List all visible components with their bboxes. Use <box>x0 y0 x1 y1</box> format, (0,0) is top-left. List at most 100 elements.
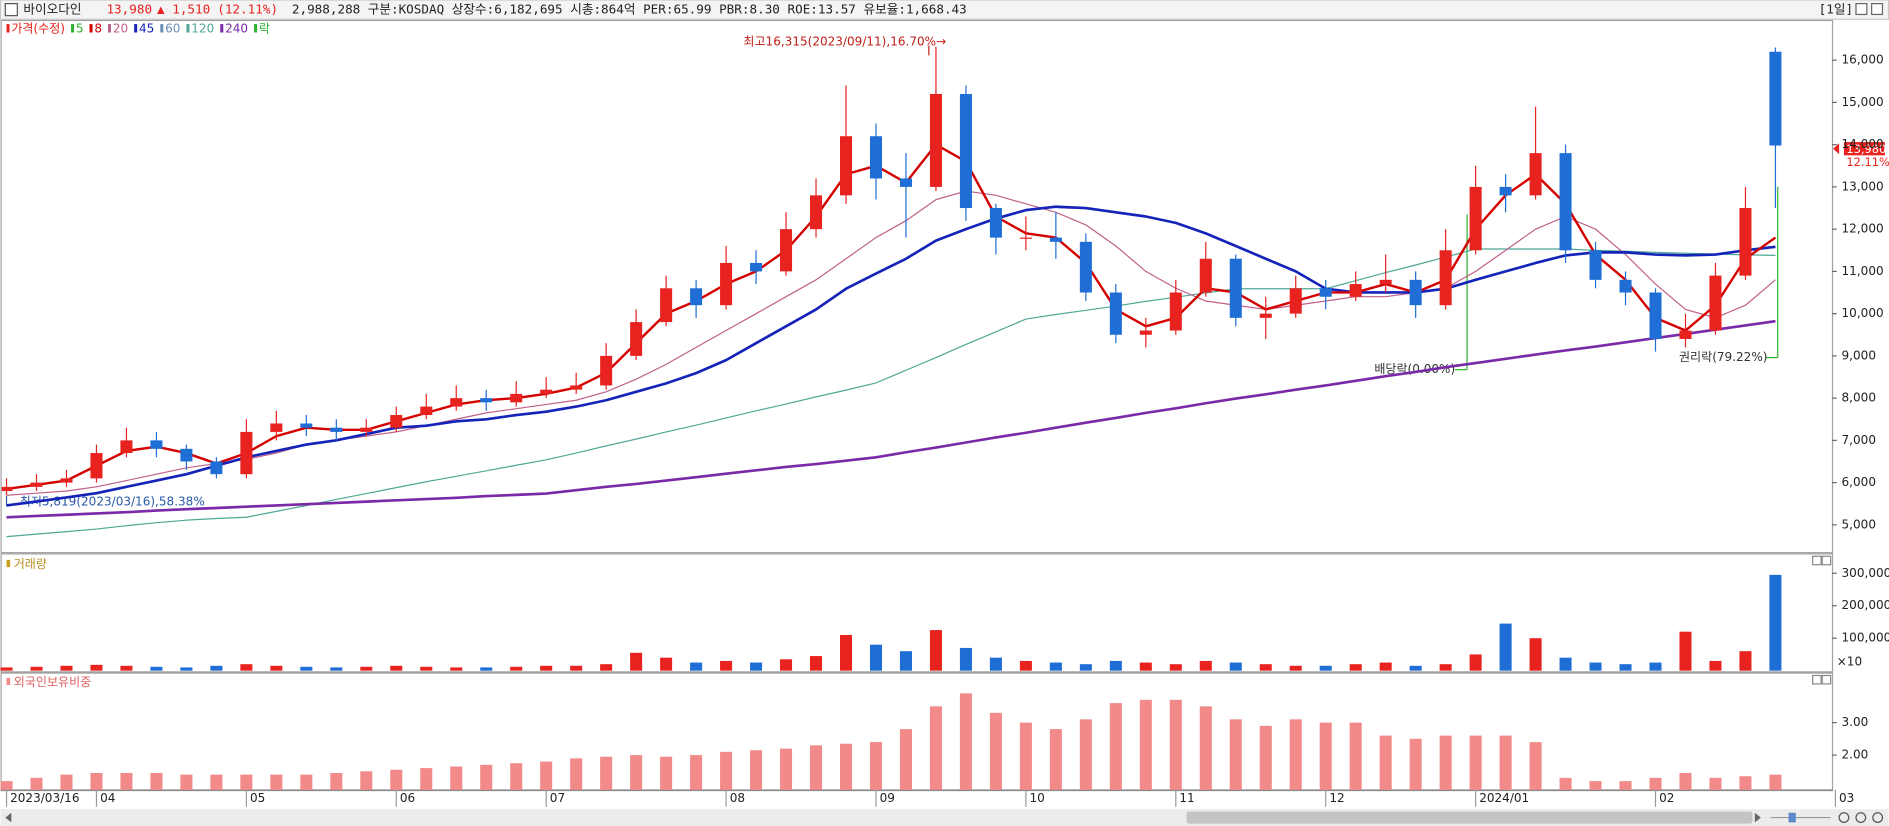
legend-label: 락 <box>259 21 270 35</box>
legend-label: 20 <box>113 21 128 35</box>
candle-body <box>570 385 583 390</box>
close-button[interactable] <box>1871 3 1884 16</box>
pane-button[interactable] <box>1821 555 1832 566</box>
y-tick-label: 10,000 <box>1842 306 1884 320</box>
bar <box>899 729 912 790</box>
bar <box>1259 725 1272 790</box>
x-tick-label: 2023/03/16 <box>10 791 79 805</box>
bar <box>959 647 972 671</box>
price: 13,980 <box>106 2 152 17</box>
bar <box>1589 781 1602 790</box>
zoom-in[interactable] <box>1855 812 1867 823</box>
candle-body <box>1049 237 1062 242</box>
bar <box>929 630 942 671</box>
x-tick-label: 08 <box>730 791 745 805</box>
bar <box>450 667 463 671</box>
bar <box>660 657 673 671</box>
bar <box>210 774 223 790</box>
candle-body <box>1079 241 1092 293</box>
bar <box>1499 623 1512 671</box>
change-pct: (12.11%) <box>217 2 278 17</box>
pane-button[interactable] <box>1821 674 1832 685</box>
bar <box>1199 706 1212 790</box>
legend-swatch <box>89 24 93 33</box>
bar <box>1319 665 1332 671</box>
bar <box>1139 662 1152 671</box>
candle-body <box>1109 292 1122 335</box>
pane-button[interactable] <box>1812 674 1822 685</box>
last-change-label: 12.11% <box>1846 155 1889 169</box>
volume-title: 거래량 <box>14 557 47 571</box>
y-tick-label: 15,000 <box>1842 95 1884 109</box>
bar <box>1649 662 1662 671</box>
volume-title-marker <box>6 559 11 568</box>
moving-average-line <box>6 205 1776 507</box>
legend-label: 8 <box>94 21 102 35</box>
candle-body <box>1469 186 1482 251</box>
bar <box>690 755 703 790</box>
bar <box>1349 722 1362 790</box>
candle-body <box>420 406 433 416</box>
volume: 2,988,288 <box>292 2 360 17</box>
candle-body <box>150 440 163 449</box>
x-tick-label: 2024/01 <box>1479 791 1529 805</box>
candle-body <box>1409 279 1422 306</box>
bar <box>570 758 583 790</box>
y-tick-label: 16,000 <box>1842 53 1884 67</box>
candle-body <box>510 393 523 403</box>
zoom-handle[interactable] <box>1788 812 1796 823</box>
bar <box>510 763 523 790</box>
bar <box>0 781 13 790</box>
volume-pane <box>0 553 1834 673</box>
zoom-out[interactable] <box>1838 812 1850 823</box>
scrollbar-thumb[interactable] <box>1186 811 1753 824</box>
foreign-title-marker <box>6 677 11 686</box>
high-annotation: 최고16,315(2023/09/11),16.70%→ <box>743 35 946 49</box>
bar <box>150 772 163 790</box>
legend-swatch <box>108 24 112 33</box>
bar <box>0 667 13 671</box>
bar <box>90 772 103 790</box>
x-tick-label: 04 <box>100 791 115 805</box>
y-tick-label: 100,000 <box>1842 631 1889 645</box>
legend-swatch <box>254 24 258 33</box>
low-annotation: 최저5,819(2023/03/16),58.38% <box>20 495 205 509</box>
x-tick-label: 02 <box>1659 791 1674 805</box>
bar <box>180 774 193 790</box>
moving-average-line <box>6 143 1777 491</box>
bar <box>480 667 493 671</box>
bar <box>600 756 613 790</box>
bar <box>630 652 643 671</box>
y-tick-label: 2.00 <box>1842 748 1869 762</box>
minimize-button[interactable] <box>1855 3 1868 16</box>
candle-body <box>1019 237 1032 239</box>
bar <box>1619 781 1632 790</box>
bar <box>1619 664 1632 671</box>
candle-body <box>480 398 493 403</box>
scroll-left[interactable] <box>5 812 12 823</box>
bar <box>839 743 853 790</box>
candle-body <box>240 431 253 475</box>
candle-body <box>1679 330 1692 339</box>
bar <box>989 712 1002 790</box>
checkbox[interactable] <box>4 3 18 17</box>
legend-swatch <box>134 24 138 33</box>
plot <box>1 46 1782 538</box>
period[interactable]: [1일] <box>1819 2 1853 17</box>
zoom-reset[interactable] <box>1872 812 1884 823</box>
scroll-right[interactable] <box>1754 812 1761 823</box>
foreign-pane <box>0 672 1834 791</box>
bar <box>30 777 43 790</box>
bar <box>390 665 403 671</box>
bar <box>810 745 823 790</box>
candle-body <box>30 482 43 487</box>
candle-body <box>630 322 643 356</box>
bar <box>1439 735 1452 790</box>
candle-body <box>60 478 73 483</box>
bar <box>780 659 793 671</box>
bar <box>899 651 912 671</box>
candle-body <box>1 486 13 492</box>
bar <box>1379 662 1392 671</box>
pane-button[interactable] <box>1812 555 1822 566</box>
candle-body <box>600 355 613 386</box>
